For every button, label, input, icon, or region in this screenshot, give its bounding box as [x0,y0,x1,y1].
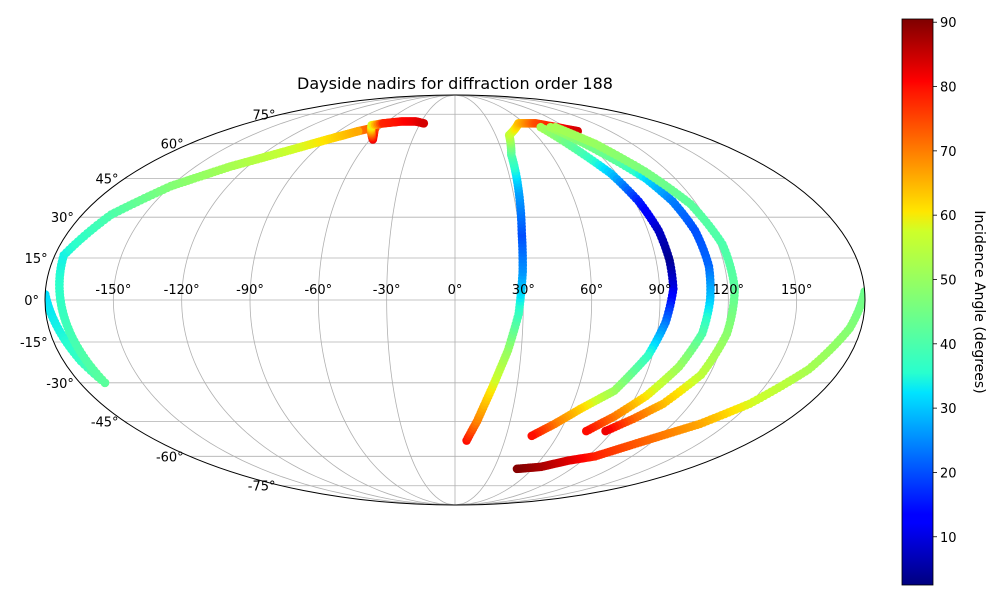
lat-tick-label: 60° [161,138,184,153]
lon-tick-label: -60° [304,283,332,298]
graticule [45,95,865,505]
colorbar-tick-label: 60 [940,209,957,224]
scatter-point [420,119,429,128]
scatter-point [513,465,522,474]
lat-tick-label: -75° [248,480,276,495]
colorbar [902,19,933,585]
colorbar-tick-label: 50 [940,273,957,288]
lon-tick-label: 0° [448,283,463,298]
lon-tick-label: -120° [164,283,200,298]
lat-tick-label: 30° [51,211,74,226]
colorbar-ticks: 10 20 30 40 50 60 70 80 90 [933,16,957,546]
lon-tick-label: 150° [781,283,812,298]
colorbar-tick-label: 90 [940,16,957,31]
lon-tick-label: -90° [236,283,264,298]
tick-labels: -150° -120° -90° -60° -30° 0° 30° 60° 90° 120° 150… [20,108,812,494]
colorbar-tick-label: 30 [940,402,957,417]
lat-tick-label: 0° [24,294,39,309]
scatter-point [601,427,610,436]
lat-tick-label: 45° [96,173,119,188]
lat-tick-label: -15° [20,336,48,351]
colorbar-tick-label: 10 [940,531,957,546]
colorbar-tick-label: 70 [940,145,957,160]
lat-tick-label: 75° [252,108,275,123]
scatter-point [582,427,591,436]
lat-tick-label: -60° [156,450,184,465]
lat-tick-label: -45° [91,415,119,430]
chart-title: Dayside nadirs for diffraction order 188 [297,74,613,93]
scatter-point [527,432,536,441]
colorbar-tick-label: 80 [940,81,957,96]
colorbar-tick-label: 20 [940,466,957,481]
colorbar-tick-label: 40 [940,338,957,353]
lon-tick-label: -30° [373,283,401,298]
lon-tick-label: 30° [512,283,535,298]
lat-tick-label: 15° [25,252,48,267]
scatter-point [354,127,363,136]
lon-tick-label: 120° [713,283,744,298]
lat-tick-label: -30° [46,377,74,392]
lon-tick-label: -150° [95,283,131,298]
lon-tick-label: 90° [648,283,671,298]
lon-tick-label: 60° [580,283,603,298]
colorbar-label: Incidence Angle (degrees) [971,210,987,393]
